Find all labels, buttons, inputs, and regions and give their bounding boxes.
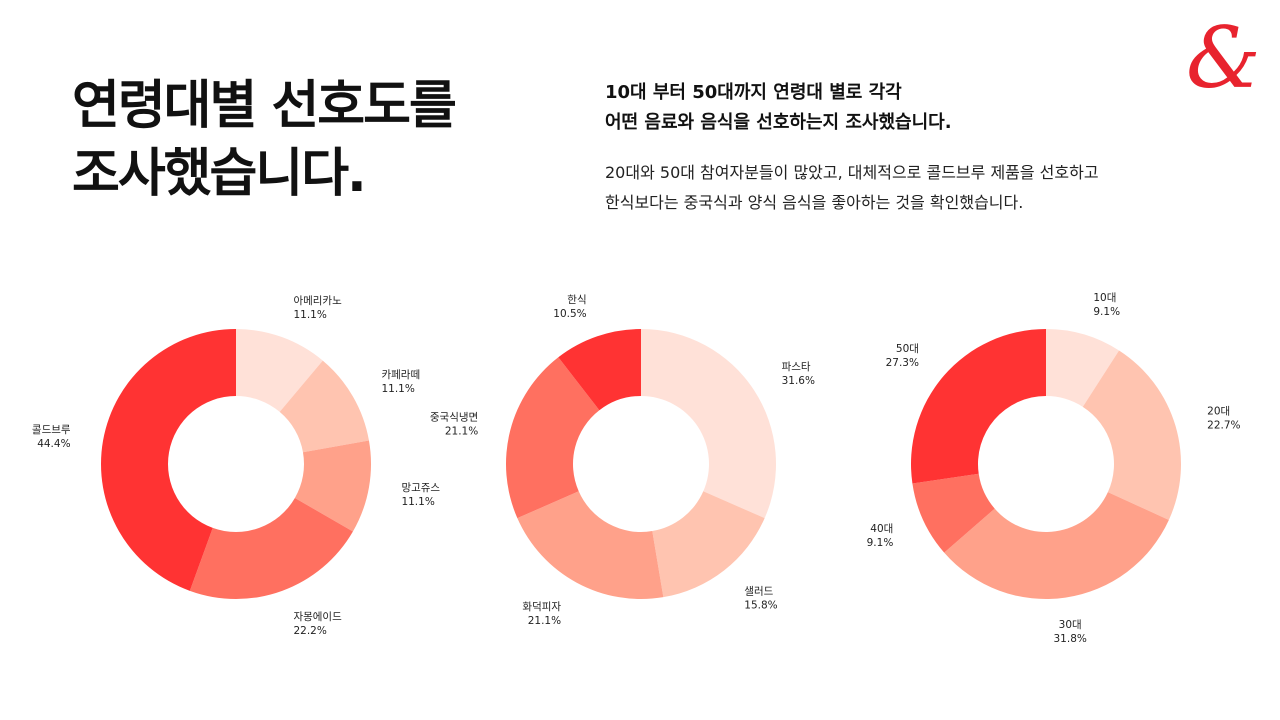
body-line-2: 한식보다는 중국식과 양식 음식을 좋아하는 것을 확인했습니다. [605,193,1024,212]
slice-value-label: 27.3% [886,357,919,369]
slice-value-label: 9.1% [867,537,894,549]
slice-value-label: 31.6% [782,375,815,387]
slice-label: 20대 [1207,406,1230,418]
slice-5 [101,329,237,591]
title-line-2: 조사했습니다. [72,144,367,204]
slice-5 [911,328,1046,484]
slice-value-label: 22.7% [1207,420,1240,432]
slice-label: 망고쥬스 [401,482,440,494]
slice-value-label: 21.1% [445,426,478,438]
slice-label: 중국식냉면 [430,412,478,424]
slice-label: 파스타 [782,361,811,373]
slice-value-label: 9.1% [1093,306,1120,318]
slice-4 [189,498,353,599]
slice-label: 50대 [896,343,919,355]
slice-label: 30대 [1059,619,1082,631]
slice-5 [558,329,641,411]
description-lead: 10대 부터 50대까지 연령대 별로 각각 어떤 음료와 음식을 선호하는지 … [605,78,1225,138]
slice-value-label: 44.4% [37,438,70,450]
slice-label: 카페라떼 [381,369,420,381]
slice-value-label: 10.5% [553,308,586,320]
description: 10대 부터 50대까지 연령대 별로 각각 어떤 음료와 음식을 선호하는지 … [605,78,1225,218]
slice-value-label: 22.2% [293,625,326,637]
slice-3 [944,492,1169,599]
slice-label: 콜드브루 [32,424,71,436]
slice-1 [1046,329,1120,407]
slice-label: 자몽에이드 [293,611,342,623]
slice-2 [279,360,369,453]
slice-value-label: 31.8% [1054,633,1087,645]
slice-1 [236,329,323,412]
title-line-1: 연령대별 선호도를 [72,76,457,136]
slice-1 [641,329,776,519]
slice-3 [517,491,664,600]
slice-label: 화덕피자 [522,601,561,613]
ampersand-logo: & [1186,9,1261,107]
slice-2 [652,491,765,598]
slice-label: 아메리카노 [293,295,342,307]
slice-label: 샐러드 [744,585,773,597]
body-line-1: 20대와 50대 참여자분들이 많았고, 대체적으로 콜드브루 제품을 선호하고 [605,163,1099,182]
beverage-preference-chart: 아메리카노 11.1% 카페라떼 11.1% 망고쥬스 11.1% 자몽에이드 22.2% 콜드… [32,295,441,637]
slice-value-label: 11.1% [293,309,326,321]
lead-line-2: 어떤 음료와 음식을 선호하는지 조사했습니다. [605,112,952,133]
slice-label: 한식 [567,294,586,306]
slice-value-label: 15.8% [744,599,777,611]
slice-value-label: 11.1% [401,496,434,508]
slice-3 [294,440,371,532]
slice-value-label: 21.1% [528,615,561,627]
description-body: 20대와 50대 참여자분들이 많았고, 대체적으로 콜드브루 제품을 선호하고… [605,158,1225,218]
food-preference-chart: 파스타 31.6% 샐러드 15.8% 화덕피자 21.1% 중국식냉면 21.1% 한식 10.… [430,294,815,627]
lead-line-1: 10대 부터 50대까지 연령대 별로 각각 [605,82,902,103]
slice-4 [912,473,995,553]
age-distribution-chart: 10대 9.1% 20대 22.7% 30대 31.8% 40대 9.1% 50대 27.3% [867,292,1241,645]
slice-2 [1082,350,1181,520]
page-title: 연령대별 선호도를 조사했습니다. [72,72,532,208]
slice-label: 10대 [1093,292,1116,304]
slice-value-label: 11.1% [381,383,414,395]
slice-label: 40대 [870,523,893,535]
slice-4 [506,357,600,519]
